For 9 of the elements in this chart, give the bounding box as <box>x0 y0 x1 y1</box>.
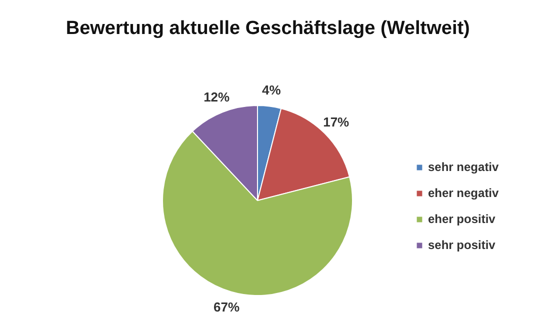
legend-label: sehr negativ <box>428 160 499 174</box>
chart-title: Bewertung aktuelle Geschäftslage (Weltweit) <box>66 18 470 39</box>
legend-label: eher positiv <box>428 212 496 226</box>
data-label: 17% <box>323 114 350 130</box>
data-label: 12% <box>204 90 230 105</box>
data-label: 67% <box>213 300 240 315</box>
legend-label: sehr positiv <box>428 238 496 252</box>
data-label: 4% <box>262 82 282 98</box>
legend-label: eher negativ <box>428 186 499 200</box>
